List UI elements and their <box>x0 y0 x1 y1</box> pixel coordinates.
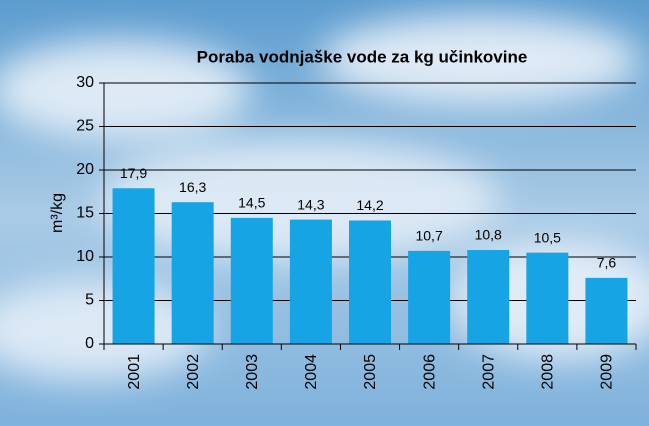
bar <box>408 251 450 344</box>
chart-title: Poraba vodnjaške vode za kg učinkovine <box>197 47 528 66</box>
value-label: 10,8 <box>475 227 502 243</box>
x-tick-label: 2009 <box>599 354 616 390</box>
x-tick-label: 2008 <box>540 354 557 390</box>
value-label: 14,3 <box>297 196 324 212</box>
chart: Poraba vodnjaške vode za kg učinkovine m… <box>0 0 649 426</box>
bar <box>231 218 273 344</box>
value-label: 16,3 <box>179 179 206 195</box>
bar <box>585 278 627 344</box>
y-axis-label: m³/kg <box>49 193 66 233</box>
bar <box>290 220 332 344</box>
y-tick-label: 0 <box>85 335 94 352</box>
y-tick-label: 15 <box>76 205 94 222</box>
bar <box>113 188 155 344</box>
bar <box>172 202 214 344</box>
bar <box>349 220 391 344</box>
value-label: 14,2 <box>356 197 383 213</box>
x-tick-label: 2005 <box>362 354 379 390</box>
y-tick-label: 5 <box>85 292 94 309</box>
x-tick-label: 2006 <box>421 354 438 390</box>
bar <box>526 253 568 344</box>
x-tick-label: 2002 <box>185 354 202 390</box>
value-label: 14,5 <box>238 195 265 211</box>
y-tick-label: 30 <box>76 74 94 91</box>
x-tick-label: 2007 <box>480 354 497 390</box>
y-tick-label: 20 <box>76 161 94 178</box>
x-tick-label: 2004 <box>303 354 320 390</box>
y-tick-label: 25 <box>76 118 94 135</box>
x-tick-label: 2001 <box>126 354 143 390</box>
value-label: 7,6 <box>597 255 617 271</box>
x-tick-label: 2003 <box>244 354 261 390</box>
value-label: 17,9 <box>120 165 147 181</box>
y-tick-label: 10 <box>76 248 94 265</box>
bar <box>467 250 509 344</box>
value-label: 10,7 <box>415 228 442 244</box>
value-label: 10,5 <box>534 229 561 245</box>
